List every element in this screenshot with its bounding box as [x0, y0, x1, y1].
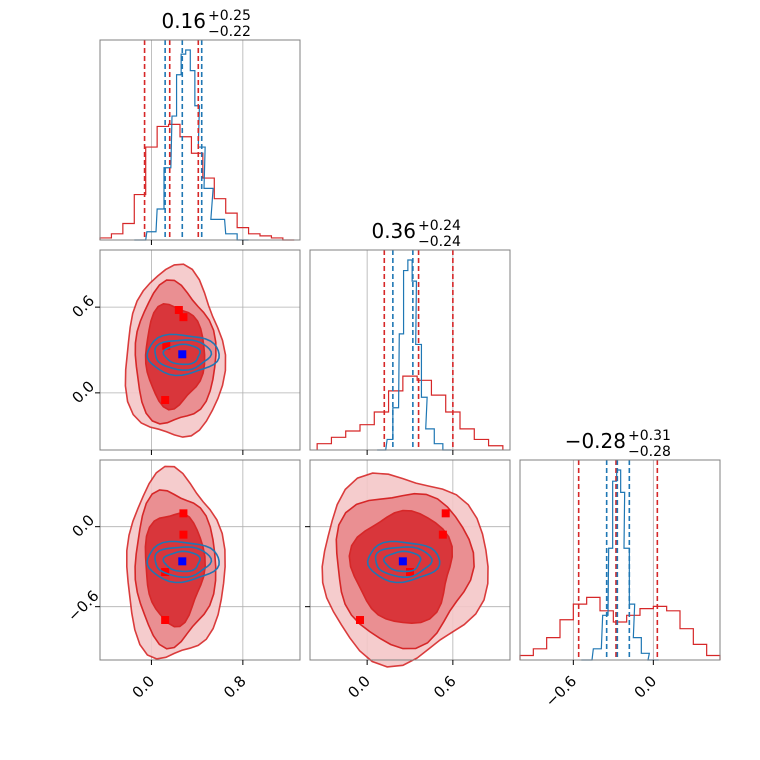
param-title-0: 0.16	[161, 9, 206, 33]
y-tick-label: 0.0	[68, 511, 98, 541]
histogram-red	[519, 596, 721, 660]
density-contour-blue	[162, 550, 201, 573]
histogram-blue	[134, 49, 249, 241]
peak-marker-red	[161, 396, 170, 404]
param-err-plus-1: +0.24	[418, 218, 461, 234]
peak-marker-blue	[178, 557, 187, 566]
peak-marker-blue	[398, 557, 407, 566]
param-title-2: −0.28	[565, 429, 626, 453]
peak-marker-red	[356, 616, 364, 624]
panel-frame	[99, 39, 301, 241]
y-tick-label: 0.0	[68, 377, 98, 407]
param-err-plus-0: +0.25	[208, 8, 251, 24]
peak-marker-red	[441, 509, 450, 518]
density-contour-red	[144, 302, 206, 411]
y-tick-label: −0.6	[64, 587, 102, 625]
panel-p10	[99, 249, 301, 451]
density-contour-blue	[146, 333, 220, 377]
diag-panel-2: −0.28 +0.31−0.28	[519, 428, 721, 661]
density-contour-blue	[154, 546, 213, 578]
diag-panel-0: 0.16 +0.25−0.22	[99, 8, 301, 241]
x-tick-label: 0.0	[129, 672, 159, 702]
panel-p21	[309, 459, 511, 668]
density-contour-blue	[374, 546, 433, 578]
peak-marker-red	[174, 306, 183, 314]
histogram-blue	[377, 259, 452, 451]
density-contour-blue	[154, 339, 213, 372]
histogram-red	[316, 375, 504, 450]
histogram-blue	[581, 469, 659, 661]
x-tick-label: −0.6	[542, 672, 580, 710]
peak-marker-red	[179, 530, 188, 539]
density-contour-red	[348, 509, 454, 625]
param-err-minus-1: −0.24	[418, 234, 461, 250]
density-contour-blue	[366, 540, 441, 584]
param-err-plus-2: +0.31	[628, 428, 671, 444]
density-contour-blue	[382, 550, 422, 573]
x-tick-label: 0.8	[220, 672, 250, 702]
panel-frame	[309, 459, 511, 661]
panel-frame	[309, 249, 511, 451]
density-contour-blue	[162, 343, 201, 366]
peak-marker-red	[162, 341, 171, 350]
x-tick-label: 0.0	[631, 672, 661, 702]
peak-marker-blue	[178, 350, 187, 359]
histogram-red	[99, 123, 295, 241]
param-title-1: 0.36	[371, 219, 416, 243]
panel-frame	[99, 459, 301, 661]
diag-panel-1: 0.36 +0.24−0.24	[309, 218, 511, 451]
peak-marker-red	[179, 509, 188, 518]
param-err-minus-2: −0.28	[628, 444, 671, 460]
peak-marker-red	[438, 530, 447, 539]
peak-marker-red	[406, 568, 414, 576]
panel-frame	[519, 459, 721, 661]
peak-marker-red	[161, 616, 170, 624]
panel-p20	[99, 459, 301, 661]
peak-marker-red	[179, 313, 188, 322]
density-contour-blue	[146, 540, 220, 584]
param-err-minus-0: −0.22	[208, 24, 251, 40]
y-tick-label: 0.6	[68, 292, 98, 322]
x-tick-label: 0.6	[430, 672, 460, 702]
x-tick-label: 0.0	[344, 672, 374, 702]
panel-frame	[99, 249, 301, 451]
